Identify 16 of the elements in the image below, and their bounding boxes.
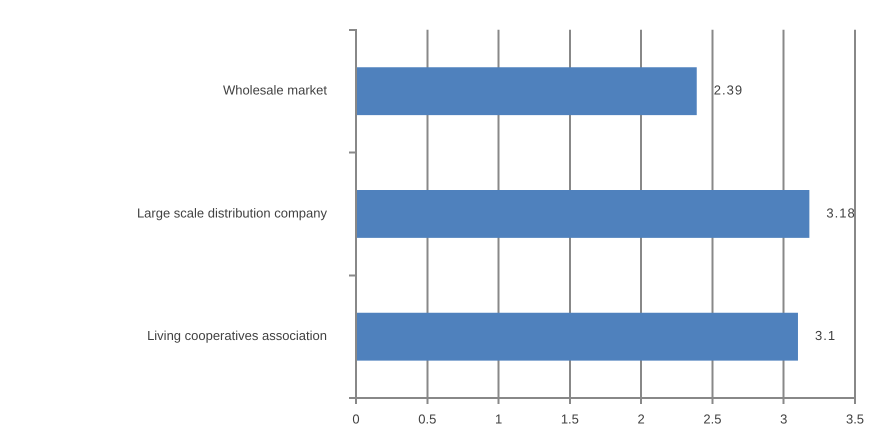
bar: [357, 312, 798, 361]
x-tick-label: 0.5: [418, 411, 436, 426]
y-tick-label: Wholesale market: [222, 82, 328, 98]
x-tick-label: 1: [494, 411, 502, 426]
x-tick-label: 1.5: [560, 411, 579, 426]
x-tick-label: 3: [780, 411, 788, 426]
bar: [357, 67, 697, 116]
x-tick-label: 2: [638, 411, 645, 426]
data-label: 2.39: [714, 82, 744, 98]
y-tick-label: Large scale distribution company: [136, 205, 328, 220]
bar: [357, 190, 810, 238]
x-tick-label: 3.5: [846, 411, 864, 426]
y-tick-label: Living cooperatives association: [147, 328, 327, 344]
x-tick-label: 2.5: [703, 411, 722, 426]
x-tick-label: 0: [352, 411, 360, 426]
data-label: 3.1: [814, 328, 836, 344]
